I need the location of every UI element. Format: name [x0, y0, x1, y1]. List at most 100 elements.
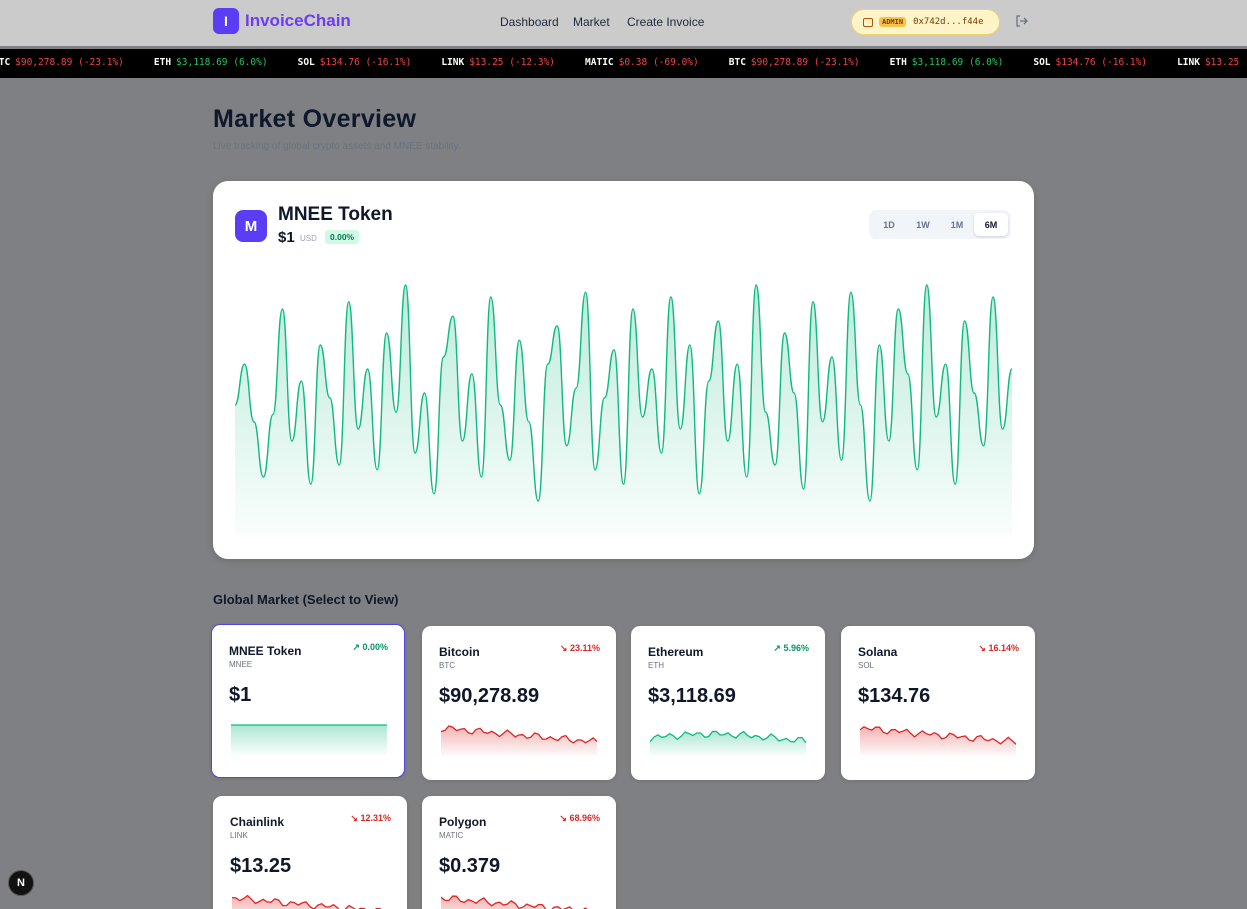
asset-name: Polygon [439, 815, 487, 829]
asset-name: MNEE Token [229, 644, 302, 658]
dev-tools-badge[interactable]: N [8, 870, 34, 896]
ticker-symbol: BTC [0, 57, 11, 68]
trend-arrow-icon: ↘ [559, 643, 568, 653]
featured-chart-card: M MNEE Token $1 USD 0.00% 1D 1W 1M 6M [213, 181, 1034, 559]
ticker-price: $90,278.89 [750, 57, 809, 68]
ticker-change: (-12.3%) [1245, 57, 1247, 68]
asset-price: $3,118.69 [648, 685, 736, 707]
ticker-price: $134.76 [1055, 57, 1096, 68]
ticker-item: BTC $90,278.89 (-23.1%) [729, 57, 860, 68]
asset-change-value: 68.96% [569, 813, 600, 823]
token-price: $1 [278, 229, 295, 246]
price-area-fill [235, 285, 1012, 537]
asset-price: $1 [229, 684, 252, 706]
wallet-button[interactable]: ADMIN 0x742d...f44e [851, 9, 1000, 35]
asset-symbol: BTC [439, 661, 455, 670]
asset-change-value: 0.00% [362, 642, 388, 652]
ticker-price: $0.38 [618, 57, 648, 68]
ticker-price: $3,118.69 [176, 57, 228, 68]
ticker-change: (-69.0%) [652, 57, 699, 68]
ticker-item: MATIC $0.38 (-69.0%) [585, 57, 699, 68]
nav-dashboard[interactable]: Dashboard [500, 15, 559, 29]
logo-mark: I [213, 8, 239, 34]
asset-change-value: 12.31% [360, 813, 391, 823]
page-title: Market Overview [213, 105, 417, 133]
ticker-item: LINK $13.25 (-12.3%) [441, 57, 555, 68]
top-nav-bar: I InvoiceChain Dashboard Market Create I… [0, 0, 1247, 46]
asset-change: ↘ 12.31% [350, 813, 391, 824]
asset-card-sol[interactable]: Solana SOL ↘ 16.14% $134.76 [841, 626, 1035, 780]
ticker-change: (-12.3%) [509, 57, 556, 68]
admin-badge: ADMIN [879, 17, 907, 27]
range-tab-1d[interactable]: 1D [883, 219, 895, 230]
range-tab-6m[interactable]: 6M [974, 213, 1008, 236]
page-subtitle: Live tracking of global crypto assets an… [213, 141, 461, 152]
asset-symbol: SOL [858, 661, 875, 670]
wallet-address: 0x742d...f44e [913, 17, 984, 27]
ticker-item: ETH $3,118.69 (6.0%) [154, 57, 268, 68]
trend-arrow-icon: ↘ [559, 813, 567, 823]
wallet-icon [863, 17, 873, 27]
range-tab-1m[interactable]: 1M [950, 219, 964, 230]
ticker-symbol: SOL [297, 57, 315, 68]
asset-card-matic[interactable]: Polygon MATIC ↘ 68.96% $0.379 [422, 796, 616, 909]
ticker-item: BTC $90,278.89 (-23.1%) [0, 57, 124, 68]
asset-price: $134.76 [858, 685, 931, 707]
ticker-price: $90,278.89 [15, 57, 73, 68]
asset-change: ↘ 16.14% [978, 643, 1019, 654]
asset-name: Bitcoin [439, 645, 480, 659]
token-currency: USD [300, 234, 317, 243]
asset-card-btc[interactable]: Bitcoin BTC ↘ 23.11% $90,278.89 [422, 626, 616, 780]
range-tab-1w[interactable]: 1W [916, 219, 930, 230]
brand-logo[interactable]: I InvoiceChain [213, 8, 351, 34]
trend-arrow-icon: ↘ [978, 643, 986, 653]
price-chart[interactable] [235, 263, 1012, 537]
token-change-badge: 0.00% [325, 230, 360, 244]
logout-icon[interactable] [1015, 14, 1029, 33]
ticker-symbol: ETH [889, 57, 907, 68]
asset-sparkline [441, 725, 597, 756]
asset-symbol: LINK [230, 831, 248, 840]
price-line [235, 284, 1012, 502]
asset-sparkline [441, 895, 588, 909]
asset-name: Solana [858, 645, 898, 659]
ticker-symbol: ETH [153, 57, 172, 68]
ticker-price: $13.25 [469, 57, 504, 68]
ticker-change: (-16.1%) [365, 57, 412, 68]
asset-change: ↗ 5.96% [773, 643, 809, 654]
ticker-symbol: BTC [728, 57, 746, 68]
market-section-title: Global Market (Select to View) [213, 592, 399, 607]
ticker-track: BTC $90,278.89 (-23.1%) ETH $3,118.69 (6.0%… [0, 57, 1247, 68]
trend-arrow-icon: ↗ [352, 642, 360, 652]
asset-sparkline [650, 730, 806, 756]
ticker-item: SOL $134.76 (-16.1%) [298, 57, 412, 68]
nav-market[interactable]: Market [573, 15, 610, 29]
asset-sparkline [231, 724, 387, 755]
ticker-change: (6.0%) [233, 57, 268, 68]
asset-name: Ethereum [648, 645, 704, 659]
asset-price: $13.25 [230, 855, 292, 877]
range-selector: 1D 1W 1M 6M [869, 210, 1011, 239]
asset-change-value: 16.14% [988, 643, 1019, 653]
asset-change: ↗ 0.00% [352, 642, 388, 653]
asset-change: ↘ 68.96% [559, 813, 600, 824]
asset-sparkline [232, 894, 382, 909]
asset-change-value: 5.96% [783, 643, 809, 653]
brand-name: InvoiceChain [245, 11, 351, 30]
ticker-symbol: MATIC [585, 57, 614, 68]
price-ticker: BTC $90,278.89 (-23.1%) ETH $3,118.69 (6.0%… [0, 49, 1247, 78]
ticker-item: LINK $13.25 (-12.3%) [1177, 57, 1247, 68]
trend-arrow-icon: ↘ [350, 813, 358, 823]
ticker-symbol: SOL [1033, 57, 1051, 68]
ticker-change: (-23.1%) [78, 57, 124, 68]
asset-card-link[interactable]: Chainlink LINK ↘ 12.31% $13.25 [213, 796, 407, 909]
asset-symbol: MNEE [229, 660, 253, 669]
asset-symbol: MATIC [439, 831, 464, 840]
ticker-change: (6.0%) [969, 57, 1004, 68]
asset-change: ↘ 23.11% [560, 643, 600, 654]
ticker-symbol: LINK [441, 57, 465, 68]
asset-card-mnee[interactable]: MNEE Token MNEE ↗ 0.00% $1 [211, 624, 405, 778]
nav-create-invoice[interactable]: Create Invoice [627, 15, 705, 29]
ticker-item: SOL $134.76 (-16.1%) [1033, 57, 1147, 68]
asset-card-eth[interactable]: Ethereum ETH ↗ 5.96% $3,118.69 [631, 626, 825, 780]
